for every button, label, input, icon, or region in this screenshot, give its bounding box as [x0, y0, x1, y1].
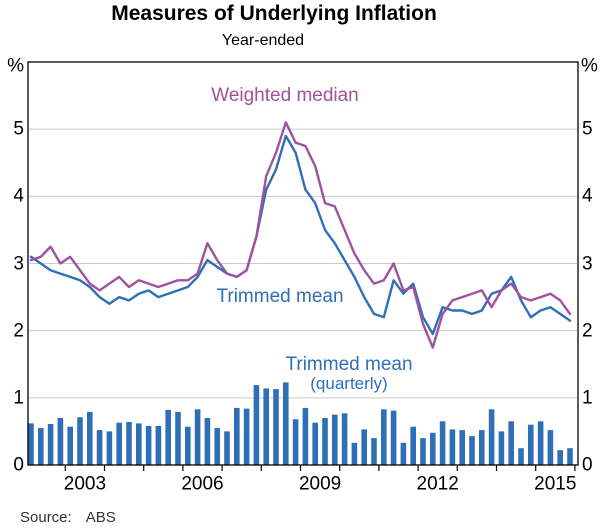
bar-quarterly-trimmed-mean — [253, 385, 260, 465]
bar-quarterly-trimmed-mean — [136, 423, 142, 465]
bar-quarterly-trimmed-mean — [557, 450, 563, 465]
y-tick-label-left-3: 3 — [13, 253, 24, 274]
y-tick-label-right-4: 4 — [582, 185, 593, 207]
bar-quarterly-trimmed-mean — [243, 408, 250, 465]
bar-quarterly-trimmed-mean — [165, 409, 171, 465]
y-tick-label-right-0: 0 — [582, 454, 593, 476]
bar-quarterly-trimmed-mean — [381, 409, 387, 465]
annotation-weighted-median: Weighted median — [211, 85, 359, 107]
bar-quarterly-trimmed-mean — [38, 428, 44, 465]
annotation-trimmed-mean: Trimmed mean — [216, 286, 344, 308]
bar-quarterly-trimmed-mean — [96, 430, 103, 465]
bar-quarterly-trimmed-mean — [175, 411, 181, 465]
annotation-trimmed-mean-quarterly-line2: (quarterly) — [310, 374, 388, 394]
y-tick-label-right-2: 2 — [582, 320, 593, 342]
bar-quarterly-trimmed-mean — [371, 438, 377, 465]
bar-quarterly-trimmed-mean — [57, 418, 64, 465]
bar-quarterly-trimmed-mean — [77, 417, 83, 465]
bar-quarterly-trimmed-mean — [155, 426, 162, 465]
x-tick-label-2015: 2015 — [534, 473, 577, 495]
source-label: Source: — [20, 509, 72, 526]
bar-quarterly-trimmed-mean — [116, 422, 122, 465]
bar-quarterly-trimmed-mean — [410, 426, 416, 465]
bar-quarterly-trimmed-mean — [302, 407, 309, 465]
bar-quarterly-trimmed-mean — [361, 429, 367, 465]
bar-quarterly-trimmed-mean — [498, 431, 505, 465]
x-tick-label-2006: 2006 — [181, 473, 224, 495]
bar-quarterly-trimmed-mean — [47, 424, 54, 465]
bar-quarterly-trimmed-mean — [479, 430, 485, 465]
y-tick-label-left-0: 0 — [13, 454, 24, 476]
bar-quarterly-trimmed-mean — [439, 421, 446, 465]
y-tick-label-left-1: 1 — [13, 387, 24, 409]
bar-quarterly-trimmed-mean — [351, 442, 358, 465]
y-tick-label-right-5: 5 — [582, 118, 593, 140]
bar-quarterly-trimmed-mean — [214, 428, 220, 465]
bar-quarterly-trimmed-mean — [263, 388, 269, 465]
bar-quarterly-trimmed-mean — [459, 430, 465, 465]
plot-border — [27, 61, 579, 466]
bar-quarterly-trimmed-mean — [567, 448, 573, 465]
bar-quarterly-trimmed-mean — [87, 411, 93, 465]
bar-quarterly-trimmed-mean — [224, 431, 230, 465]
source-note: Source: ABS — [20, 509, 116, 526]
y-tick-label-right-1: 1 — [582, 387, 593, 409]
line-weighted-median — [29, 121, 572, 349]
bar-quarterly-trimmed-mean — [420, 438, 426, 465]
bar-quarterly-trimmed-mean — [185, 426, 191, 465]
y-tick-label-left-2: 2 — [13, 320, 24, 342]
bar-quarterly-trimmed-mean — [518, 448, 524, 465]
bar-quarterly-trimmed-mean — [312, 422, 318, 465]
chart-subtitle: Year-ended — [221, 32, 305, 49]
bar-quarterly-trimmed-mean — [537, 421, 544, 465]
bar-quarterly-trimmed-mean — [194, 409, 201, 465]
bar-quarterly-trimmed-mean — [469, 436, 475, 465]
source-value: ABS — [85, 509, 116, 526]
x-tick-label-2012: 2012 — [416, 473, 459, 495]
y-tick-label-left-4: 4 — [13, 185, 24, 207]
bar-quarterly-trimmed-mean — [390, 410, 397, 465]
bar-quarterly-trimmed-mean — [449, 429, 456, 465]
bar-quarterly-trimmed-mean — [67, 426, 73, 465]
y-axis-unit-right: % — [581, 55, 598, 77]
y-tick-label-right-3: 3 — [582, 253, 593, 274]
bar-quarterly-trimmed-mean — [547, 430, 554, 465]
bar-quarterly-trimmed-mean — [234, 407, 240, 465]
bar-quarterly-trimmed-mean — [145, 426, 152, 465]
bar-quarterly-trimmed-mean — [273, 389, 279, 465]
bar-quarterly-trimmed-mean — [292, 419, 299, 465]
bar-quarterly-trimmed-mean — [106, 431, 113, 465]
bar-quarterly-trimmed-mean — [126, 422, 132, 465]
line-trimmed-mean — [29, 134, 572, 336]
bar-quarterly-trimmed-mean — [508, 421, 514, 465]
bar-quarterly-trimmed-mean — [430, 432, 436, 465]
y-axis-unit-left: % — [7, 55, 24, 77]
bar-quarterly-trimmed-mean — [28, 423, 34, 465]
bar-quarterly-trimmed-mean — [332, 414, 338, 465]
annotation-trimmed-mean-quarterly-line1: Trimmed mean — [285, 354, 413, 376]
bar-quarterly-trimmed-mean — [204, 418, 211, 465]
chart-title: Measures of Underlying Inflation — [111, 2, 437, 25]
bar-quarterly-trimmed-mean — [341, 413, 348, 465]
annotation-trimmed-mean-quarterly: Trimmed mean (quarterly) — [285, 355, 412, 393]
x-tick-label-2009: 2009 — [298, 473, 342, 495]
y-tick-label-left-5: 5 — [13, 118, 24, 140]
x-tick-label-2003: 2003 — [63, 473, 107, 495]
bar-quarterly-trimmed-mean — [283, 382, 289, 465]
bar-quarterly-trimmed-mean — [400, 442, 407, 465]
bar-quarterly-trimmed-mean — [322, 418, 328, 465]
bar-quarterly-trimmed-mean — [528, 424, 534, 465]
bar-quarterly-trimmed-mean — [488, 409, 495, 465]
